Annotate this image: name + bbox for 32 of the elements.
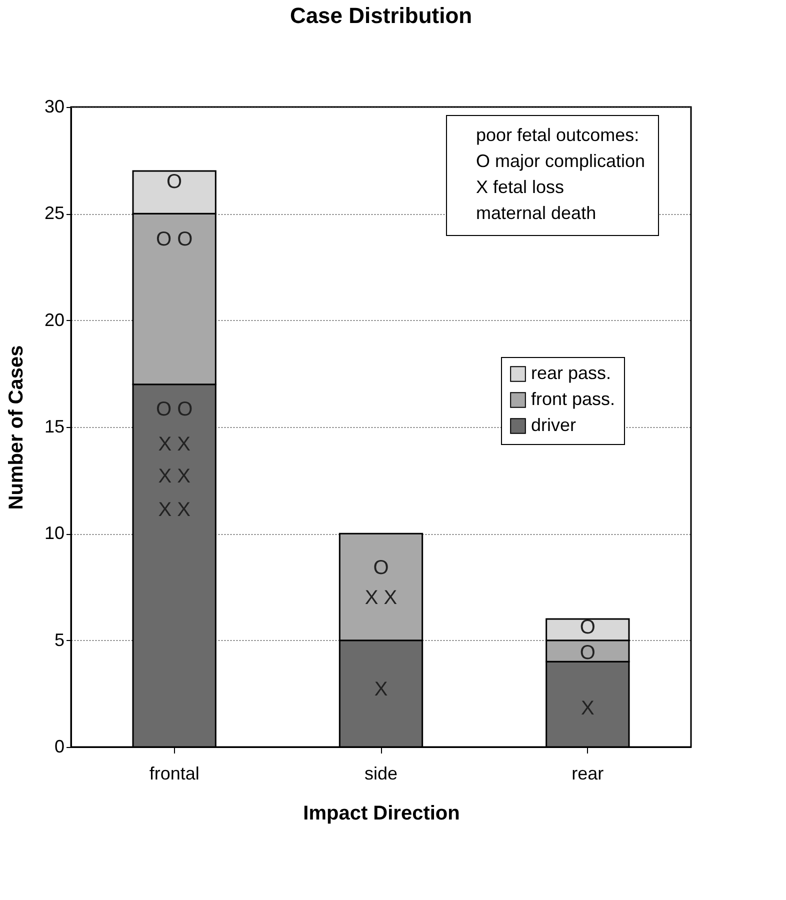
legend-label: front pass. — [531, 389, 616, 409]
annotation: X — [580, 698, 594, 720]
legend-label: driver — [531, 415, 576, 435]
annotation: X fetal loss — [476, 177, 564, 197]
annotation: X X — [364, 586, 398, 609]
x-tick-label: frontal — [149, 764, 200, 784]
annotation: O — [373, 556, 389, 579]
x-tick-label: side — [364, 764, 398, 784]
annotation: O — [580, 616, 596, 638]
x-axis-title: Impact Direction — [303, 802, 460, 824]
annotation: poor fetal outcomes: — [476, 125, 640, 145]
y-tick-label: 0 — [54, 736, 64, 756]
annotation: X X — [158, 465, 190, 488]
legend-label: rear pass. — [531, 363, 612, 383]
y-tick-label: 30 — [44, 96, 64, 116]
annotation: O O — [156, 228, 193, 250]
chart-title: Case Distribution — [290, 3, 472, 28]
y-tick-label: 25 — [44, 203, 64, 224]
annotation: X — [374, 678, 388, 700]
y-tick-label: 20 — [44, 310, 64, 330]
y-tick-label: 5 — [54, 630, 64, 650]
annotation: maternal death — [476, 203, 596, 223]
annotation: X X — [158, 433, 190, 456]
x-tick-label: rear — [572, 764, 604, 784]
annotation: X X — [158, 499, 190, 522]
y-tick-label: 15 — [44, 416, 64, 436]
annotation: O major complication — [476, 151, 646, 171]
y-axis-title: Number of Cases — [5, 345, 28, 510]
annotation: O — [166, 170, 182, 193]
y-tick-label: 10 — [44, 523, 64, 544]
annotation: O — [580, 642, 596, 664]
annotation: O O — [156, 398, 193, 421]
